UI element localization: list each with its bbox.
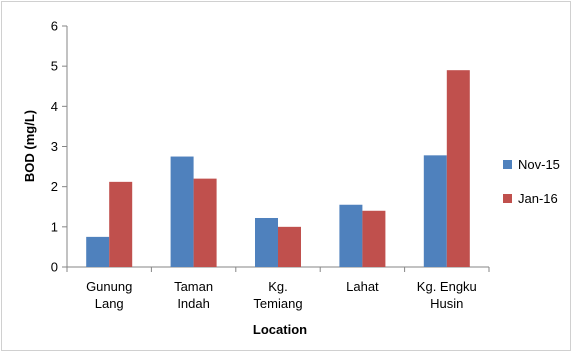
y-tick-label: 0 — [51, 260, 58, 275]
bar — [109, 181, 133, 267]
y-tick-label: 6 — [51, 19, 58, 34]
bar — [423, 155, 447, 267]
x-tick-label: Husin — [430, 296, 463, 311]
axes — [62, 25, 490, 272]
legend: Nov-15 Jan-16 — [503, 157, 560, 206]
y-tick-label: 5 — [51, 59, 58, 74]
x-tick-label: Kg. — [268, 279, 288, 294]
legend-swatch — [503, 194, 512, 203]
bars — [86, 70, 470, 267]
tick-labels: 0 1 2 3 4 5 6 Gunung Lang Taman Indah Kg. Temiang Lah… — [51, 19, 477, 312]
x-axis-title: Location — [253, 322, 307, 337]
x-tick-label: Temiang — [253, 296, 302, 311]
legend-label: Jan-16 — [518, 191, 558, 206]
bar — [339, 204, 363, 267]
bar — [170, 156, 194, 267]
bar — [446, 70, 470, 267]
y-tick-label: 3 — [51, 139, 58, 154]
x-tick-label: Kg. Engku — [417, 279, 477, 294]
bar — [255, 217, 278, 267]
bar — [278, 226, 301, 267]
x-tick-label: Gunung — [86, 279, 132, 294]
x-tick-label: Indah — [177, 296, 210, 311]
legend-label: Nov-15 — [518, 157, 560, 172]
bar — [86, 236, 110, 267]
y-tick-label: 4 — [51, 99, 58, 114]
y-axis-title: BOD (mg/L) — [22, 110, 37, 182]
bar — [362, 210, 386, 267]
legend-swatch — [503, 160, 512, 169]
bar — [193, 178, 217, 267]
x-tick-label: Lang — [95, 296, 124, 311]
x-tick-label: Taman — [174, 279, 213, 294]
x-tick-label: Lahat — [346, 279, 379, 294]
y-tick-label: 1 — [51, 219, 58, 234]
y-tick-label: 2 — [51, 179, 58, 194]
